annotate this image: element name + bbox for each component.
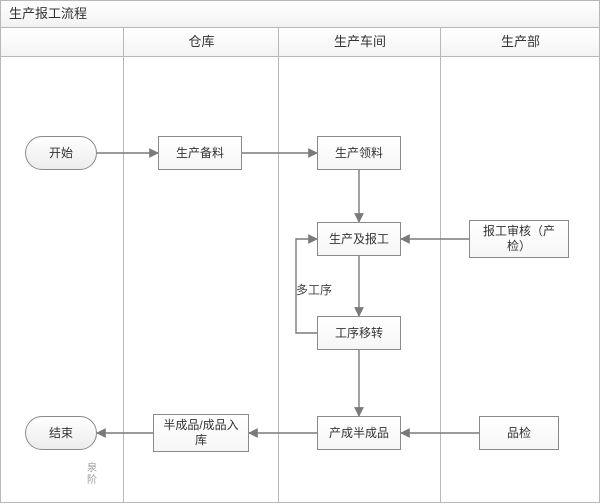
edge-label-multiproc: 多工序	[296, 281, 332, 298]
node-prep: 生产备料	[158, 136, 242, 170]
lane-divider-2	[278, 56, 279, 502]
node-audit: 报工审核（产检）	[469, 220, 569, 258]
node-qc: 品检	[479, 416, 559, 450]
lanes-header: 仓库 生产车间 生产部	[1, 28, 599, 57]
node-end: 结束	[25, 416, 97, 450]
footnote-2: 阶	[87, 475, 97, 486]
node-start: 开始	[25, 136, 97, 170]
diagram-frame: 生产报工流程 仓库 生产车间 生产部 开始 结束 生产备料 生产领料 生产及报工…	[0, 0, 600, 503]
lane-divider-3	[440, 56, 441, 502]
lane-divider-1	[123, 56, 124, 502]
footnote-1: 泉	[87, 463, 97, 474]
lane-head-proddept: 生产部	[440, 28, 600, 56]
node-output: 产成半成品	[317, 416, 401, 450]
node-pick: 生产领料	[317, 136, 401, 170]
lane-head-warehouse: 仓库	[123, 28, 279, 56]
node-report: 生产及报工	[317, 222, 401, 256]
diagram-title: 生产报工流程	[1, 1, 599, 28]
lane-head-workshop: 生产车间	[278, 28, 441, 56]
node-transfer: 工序移转	[317, 316, 401, 350]
node-stockin: 半成品/成品入库	[153, 414, 249, 452]
